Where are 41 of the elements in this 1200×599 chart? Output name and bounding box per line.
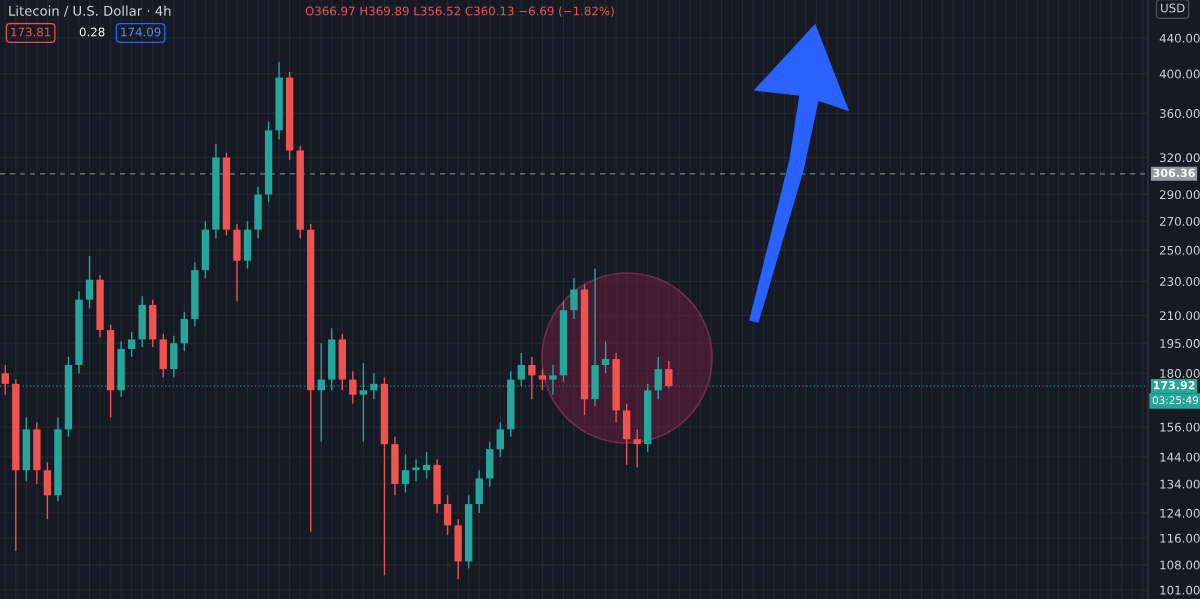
annotation: 0.28: [79, 27, 105, 37]
candlestick: [570, 277, 578, 320]
text: USD: [1161, 3, 1185, 13]
candlestick: [538, 368, 547, 392]
y-tick-label: 108.00: [1160, 560, 1200, 570]
y-tick-label: 230.00: [1159, 277, 1200, 286]
candlestick: [496, 421, 504, 458]
candlestick: [601, 340, 610, 374]
candlestick: [443, 494, 452, 536]
ref-line-label: 306.36: [1153, 168, 1195, 178]
y-tick-label: 320.00: [1160, 153, 1200, 163]
candlestick: [1, 364, 9, 396]
chart-title: Litecoin / U.S. Dollar · 4h: [9, 5, 171, 17]
y-tick-label: 101.00: [1160, 585, 1200, 595]
y-tick-label: 134.00: [1160, 479, 1200, 489]
y-tick-label: 116.00: [1160, 533, 1200, 543]
text: 03:25:49: [1152, 396, 1199, 405]
y-tick-label: 440.00: [1159, 33, 1200, 43]
candlestick: [422, 451, 431, 480]
ref-line-label: 173.92: [1153, 380, 1195, 390]
y-tick-label: 156.00: [1160, 422, 1200, 432]
annotation: 173.81: [11, 27, 51, 37]
y-tick-label: 400.00: [1159, 69, 1200, 79]
y-tick-label: 290.00: [1159, 190, 1200, 200]
candlestick: [633, 428, 641, 469]
y-tick-label: 144.00: [1160, 452, 1200, 462]
candlestick: [85, 255, 94, 310]
y-tick-label: 124.00: [1160, 508, 1200, 518]
candlestick: [528, 356, 536, 400]
y-tick-label: 360.00: [1160, 109, 1200, 118]
y-tick-label: 250.00: [1159, 245, 1200, 255]
y-tick-label: 210.00: [1159, 311, 1200, 321]
candlestick: [127, 331, 136, 358]
candlestick: [401, 453, 410, 494]
y-tick-label: 270.00: [1159, 216, 1200, 226]
y-tick-label: 195.00: [1160, 338, 1200, 348]
candlestick: [665, 360, 673, 389]
candlestick: [349, 370, 357, 405]
annotation: 174.09: [121, 27, 161, 37]
y-tick-label: 180.00: [1160, 369, 1200, 378]
annotation: O366.97 H369.89 L356.52 C360.13 −6.69 (−1.82%): [305, 6, 614, 17]
